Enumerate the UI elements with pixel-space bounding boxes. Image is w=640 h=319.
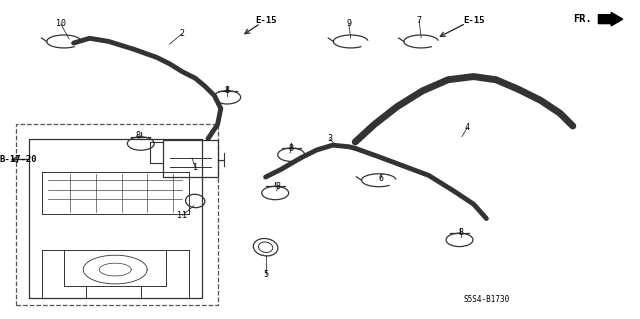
Text: 7: 7 xyxy=(417,16,422,25)
Text: E-15: E-15 xyxy=(463,16,484,25)
Text: 8: 8 xyxy=(225,86,230,95)
Text: 8: 8 xyxy=(135,131,140,140)
FancyArrow shape xyxy=(598,12,623,26)
Text: 9: 9 xyxy=(346,19,351,28)
Text: 6: 6 xyxy=(378,174,383,183)
Text: B-17-20: B-17-20 xyxy=(0,155,36,164)
Text: 11: 11 xyxy=(177,211,188,220)
Bar xyxy=(163,140,218,177)
Bar xyxy=(16,124,218,305)
Text: 8: 8 xyxy=(276,182,281,191)
Text: 5: 5 xyxy=(263,270,268,279)
Text: 1: 1 xyxy=(193,163,198,172)
Text: 4: 4 xyxy=(465,123,470,132)
Text: 8: 8 xyxy=(289,144,294,153)
Text: 10: 10 xyxy=(56,19,66,28)
Text: E-15: E-15 xyxy=(255,16,276,25)
Text: 3: 3 xyxy=(327,134,332,143)
Text: 2: 2 xyxy=(180,29,185,38)
Text: 8: 8 xyxy=(458,228,463,237)
Text: FR.: FR. xyxy=(573,14,592,24)
Text: S5S4-B1730: S5S4-B1730 xyxy=(463,295,509,304)
